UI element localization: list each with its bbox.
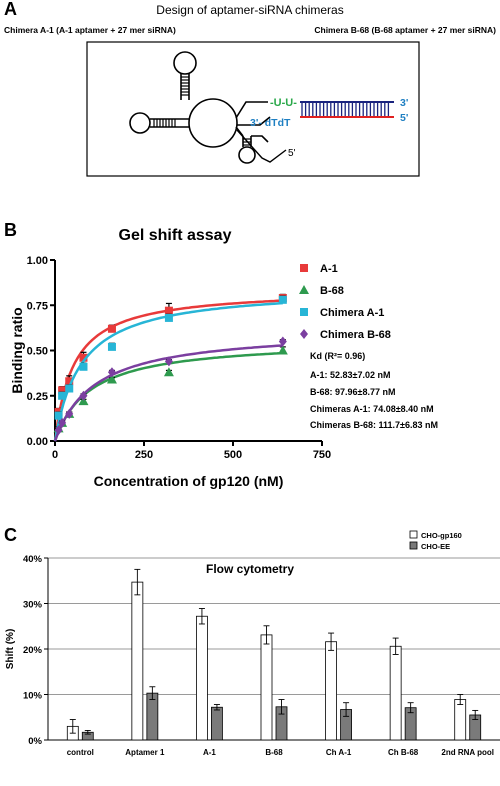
chart-c-category-label: A-1	[203, 748, 216, 757]
kd-table: Kd (R²= 0.96) A-1: 52.83±7.02 nM B-68: 9…	[310, 351, 438, 430]
uu-overhang-label: -U-U-	[270, 97, 297, 109]
data-point	[65, 408, 74, 419]
data-point	[278, 336, 287, 347]
chart-c-ylabel: Shift (%)	[5, 629, 16, 670]
data-point	[54, 425, 63, 436]
chart-c-category-label: Aptamer 1	[125, 748, 165, 757]
chart-b-xtick-label: 750	[313, 449, 331, 461]
chart-c-category-label: Ch B-68	[388, 748, 419, 757]
data-point	[58, 386, 67, 395]
legend-label: CHO-gp160	[421, 531, 462, 540]
data-point	[107, 324, 116, 333]
chart-b-ytick-label: 0.75	[27, 300, 48, 312]
data-point	[58, 391, 67, 400]
panel-a-right-label: Chimera B-68 (B-68 aptamer + 27 mer siRN…	[314, 25, 496, 35]
data-point	[79, 390, 88, 401]
chart-b-ylabel: Binding ratio	[9, 307, 25, 393]
chart-c-category-label: control	[67, 748, 94, 757]
kd-line-b68: B-68: 97.96±8.77 nM	[310, 387, 395, 397]
bar-1	[146, 692, 159, 741]
chart-b-ytick-label: 1.00	[27, 255, 48, 267]
kd-header: Kd (R²= 0.96)	[310, 351, 365, 361]
duplex-base-pairs	[301, 103, 390, 116]
chart-c-ytick-label: 30%	[23, 600, 43, 611]
legend-label: Chimera B-68	[320, 329, 391, 341]
data-point	[164, 313, 173, 322]
panel-a-left-label: Chimera A-1 (A-1 aptamer + 27 mer siRNA)	[4, 25, 176, 35]
bar-0	[454, 699, 467, 741]
stem-five-prime-label: 5'	[288, 148, 296, 159]
bar-0	[325, 641, 337, 741]
kd-line-chimera-b68: Chimeras B-68: 111.7±6.83 nM	[310, 420, 438, 430]
bar-0	[131, 581, 144, 741]
gel-shift-chart: Gel shift assay Binding ratio Concentratio…	[9, 227, 391, 489]
bar-0	[260, 634, 273, 741]
chart-b-xtick-label: 0	[52, 449, 58, 461]
legend-marker	[300, 329, 308, 339]
chart-b-ytick-label: 0.50	[27, 346, 48, 358]
kd-line-chimera-a1: Chimeras A-1: 74.08±8.40 nM	[310, 404, 434, 414]
data-point	[54, 411, 63, 420]
data-point	[277, 345, 288, 355]
legend-label: Chimera A-1	[320, 307, 384, 319]
chart-c-ytick-label: 40%	[23, 554, 43, 565]
data-point	[107, 367, 116, 378]
data-point	[79, 362, 88, 371]
legend-label: CHO-EE	[421, 542, 450, 551]
data-point	[65, 384, 74, 393]
data-point	[106, 374, 117, 384]
data-point	[163, 367, 174, 377]
chart-c-title: Flow cytometry	[206, 562, 294, 576]
chart-b-ytick-label: 0.00	[27, 436, 48, 448]
chart-c-category-label: 2nd RNA pool	[441, 748, 494, 757]
chart-b-ytick-label: 0.25	[27, 391, 48, 403]
diagram-frame	[86, 41, 420, 177]
panel-a-letter: A	[4, 0, 17, 19]
data-point	[79, 353, 88, 362]
bar-1	[211, 706, 223, 741]
chart-b-title: Gel shift assay	[119, 227, 232, 244]
legend-marker	[300, 308, 308, 316]
legend-label: A-1	[320, 263, 338, 275]
data-point	[107, 342, 116, 351]
data-point	[278, 295, 287, 304]
legend-label: B-68	[320, 285, 344, 297]
chart-c-category-label: Ch A-1	[326, 748, 352, 757]
panel-c-letter: C	[4, 525, 17, 545]
chart-b-xtick-label: 250	[135, 449, 153, 461]
data-point	[58, 417, 67, 428]
flow-cytometry-chart: Flow cytometry Shift (%) 0% 10% 20% 30% 40% con…	[5, 530, 500, 757]
chart-b-xtick-label: 500	[224, 449, 242, 461]
panel-a-title: Design of aptamer-siRNA chimeras	[156, 3, 343, 17]
chart-c-ytick-label: 0%	[28, 736, 42, 747]
chart-c-category-label: B-68	[265, 748, 283, 757]
legend-swatch	[409, 530, 418, 539]
three-prime-label: 3'	[400, 97, 408, 109]
bar-0	[389, 645, 402, 741]
aptamer-sirna-diagram: 5' -U-U- 3'- dTdT 3' 5'	[86, 41, 420, 177]
bar-0	[196, 615, 208, 741]
panel-b-letter: B	[4, 220, 17, 240]
data-point	[65, 377, 74, 386]
five-prime-label: 5'	[400, 112, 408, 124]
legend-marker	[300, 264, 308, 272]
chart-b-xlabel: Concentration of gp120 (nM)	[94, 473, 284, 489]
data-point	[164, 306, 173, 315]
legend-marker	[299, 285, 309, 294]
chart-c-ytick-label: 10%	[23, 691, 43, 702]
data-point	[164, 356, 173, 367]
kd-line-a1: A-1: 52.83±7.02 nM	[310, 370, 390, 380]
legend-swatch	[409, 541, 418, 550]
dtdt-overhang-label: 3'- dTdT	[250, 117, 291, 129]
chart-c-ytick-label: 20%	[23, 645, 43, 656]
